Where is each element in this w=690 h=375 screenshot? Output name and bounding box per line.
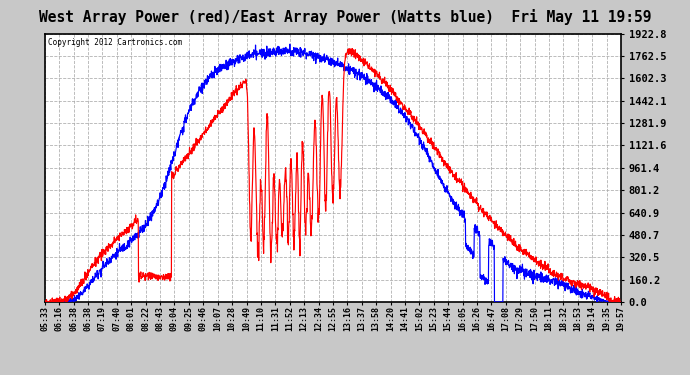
Text: West Array Power (red)/East Array Power (Watts blue)  Fri May 11 19:59: West Array Power (red)/East Array Power …: [39, 9, 651, 26]
Text: Copyright 2012 Cartronics.com: Copyright 2012 Cartronics.com: [48, 38, 182, 47]
